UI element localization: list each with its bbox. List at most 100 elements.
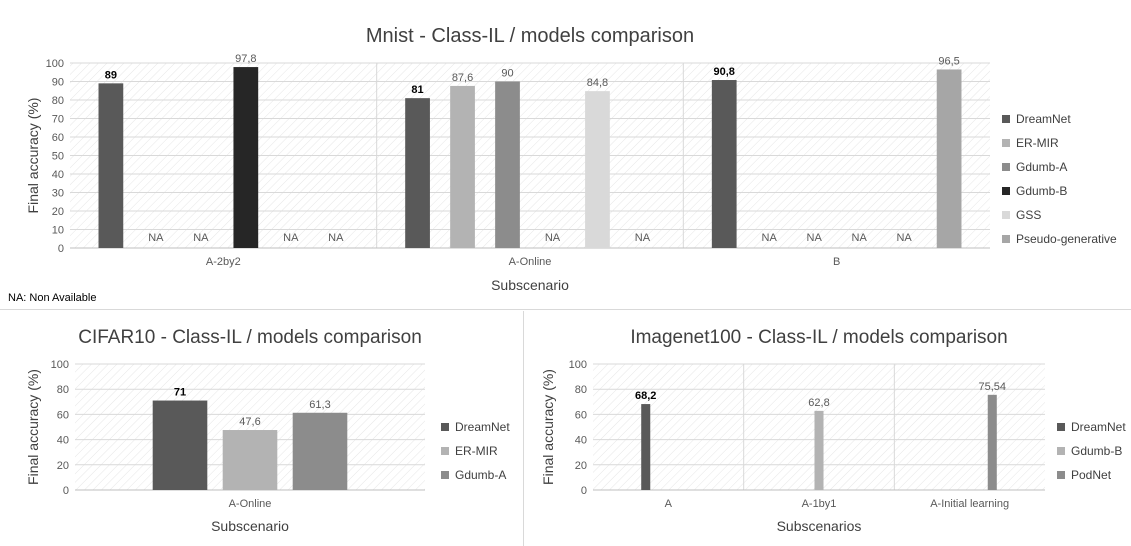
y-tick-label: 50 — [52, 151, 64, 163]
legend-swatch — [1002, 163, 1010, 171]
na-label: NA — [852, 232, 868, 244]
data-label: 90,8 — [714, 66, 735, 78]
x-tick-label: A-1by1 — [802, 498, 837, 510]
bar — [641, 404, 651, 490]
y-tick-label: 20 — [52, 206, 64, 218]
bar — [233, 67, 259, 248]
y-axis-label: Final accuracy (%) — [25, 369, 41, 485]
footnote: NA: Non Available — [8, 292, 97, 304]
legend-swatch — [441, 447, 449, 455]
legend-swatch — [1002, 139, 1010, 147]
x-tick-label: A-Online — [229, 498, 272, 510]
y-tick-label: 90 — [52, 77, 64, 89]
bar — [814, 410, 824, 490]
legend-label: ER-MIR — [1016, 136, 1059, 150]
legend-swatch — [1057, 447, 1065, 455]
x-axis-label: Subscenario — [491, 277, 569, 293]
bar — [98, 83, 124, 248]
na-label: NA — [148, 232, 164, 244]
y-tick-label: 0 — [581, 485, 587, 497]
y-tick-label: 40 — [52, 169, 64, 181]
data-label: 97,8 — [235, 53, 256, 65]
legend-swatch — [1002, 187, 1010, 195]
bar — [222, 430, 278, 490]
legend-swatch — [1002, 235, 1010, 243]
legend-label: Pseudo-generative — [1016, 232, 1117, 246]
data-label: 87,6 — [452, 72, 473, 84]
data-label: 47,6 — [239, 416, 260, 428]
na-label: NA — [283, 232, 299, 244]
x-tick-label: A-Online — [509, 256, 552, 268]
y-tick-label: 20 — [575, 460, 587, 472]
legend-swatch — [1002, 211, 1010, 219]
chart-title: CIFAR10 - Class-IL / models comparison — [78, 327, 422, 348]
data-label: 96,5 — [938, 55, 959, 67]
na-label: NA — [807, 232, 823, 244]
cifar10-chart-panel: CIFAR10 - Class-IL / models comparison 0 2… — [0, 311, 524, 546]
legend-swatch — [441, 423, 449, 431]
bar — [450, 85, 475, 248]
na-label: NA — [545, 232, 561, 244]
x-tick-label: A — [665, 498, 673, 510]
data-label: 68,2 — [635, 390, 656, 402]
legend-label: PodNet — [1071, 468, 1112, 482]
legend-swatch — [1002, 115, 1010, 123]
y-tick-label: 0 — [58, 243, 64, 255]
bar — [585, 91, 610, 249]
y-tick-label: 0 — [63, 485, 69, 497]
data-label: 75,54 — [979, 381, 1007, 393]
y-tick-label: 40 — [57, 435, 69, 447]
na-label: NA — [896, 232, 912, 244]
bar — [152, 400, 208, 490]
bar — [711, 80, 737, 249]
bar — [405, 98, 430, 249]
y-tick-label: 60 — [575, 409, 587, 421]
x-axis-label: Subscenario — [211, 518, 289, 534]
data-label: 89 — [105, 69, 117, 81]
legend-label: Gdumb-B — [1016, 184, 1067, 198]
y-tick-label: 10 — [52, 225, 64, 237]
x-axis-label: Subscenarios — [777, 518, 862, 534]
legend-swatch — [1057, 471, 1065, 479]
y-tick-label: 60 — [57, 409, 69, 421]
bar — [495, 81, 520, 248]
y-tick-label: 40 — [575, 435, 587, 447]
chart-title: Mnist - Class-IL / models comparison — [366, 25, 694, 47]
x-tick-label: A-2by2 — [206, 256, 241, 268]
imagenet100-chart-panel: Imagenet100 - Class-IL / models comparis… — [525, 311, 1131, 546]
y-tick-label: 100 — [569, 359, 587, 371]
data-label: 62,8 — [808, 397, 829, 409]
data-label: 71 — [174, 387, 186, 399]
x-tick-label: B — [833, 256, 840, 268]
na-label: NA — [328, 232, 344, 244]
y-tick-label: 100 — [51, 359, 69, 371]
legend-label: Gdumb-B — [1071, 444, 1122, 458]
na-label: NA — [635, 232, 651, 244]
legend-swatch — [1057, 423, 1065, 431]
legend-label: ER-MIR — [455, 444, 498, 458]
chart-title: Imagenet100 - Class-IL / models comparis… — [630, 327, 1007, 348]
y-tick-label: 100 — [46, 58, 64, 70]
y-tick-label: 80 — [575, 384, 587, 396]
legend-label: Gdumb-A — [455, 468, 506, 482]
cifar10-chart: CIFAR10 - Class-IL / models comparison 0 2… — [25, 327, 510, 534]
legend-label: DreamNet — [1016, 112, 1071, 126]
legend-label: Gdumb-A — [1016, 160, 1067, 174]
na-label: NA — [193, 232, 209, 244]
legend-label: DreamNet — [455, 420, 510, 434]
y-tick-label: 80 — [52, 95, 64, 107]
data-label: 81 — [411, 84, 423, 96]
legend-label: GSS — [1016, 208, 1041, 222]
data-label: 90 — [501, 68, 513, 80]
y-axis-label: Final accuracy (%) — [540, 369, 556, 485]
imagenet100-chart: Imagenet100 - Class-IL / models comparis… — [540, 327, 1126, 534]
na-label: NA — [762, 232, 778, 244]
mnist-chart: Mnist - Class-IL / models comparison 0 10 2… — [25, 25, 1117, 293]
legend-swatch — [441, 471, 449, 479]
y-tick-label: 30 — [52, 188, 64, 200]
bar — [292, 412, 348, 490]
mnist-chart-panel: Mnist - Class-IL / models comparison 0 10 2… — [0, 25, 1131, 310]
data-label: 61,3 — [309, 399, 330, 411]
x-tick-label: A-Initial learning — [930, 498, 1009, 510]
y-tick-label: 70 — [52, 114, 64, 126]
